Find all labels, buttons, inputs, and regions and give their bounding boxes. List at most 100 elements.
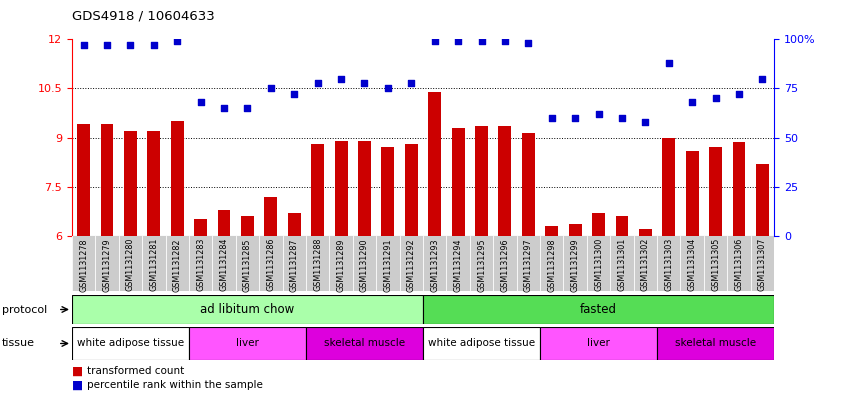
Bar [171, 121, 184, 236]
Text: GSM1131284: GSM1131284 [220, 238, 228, 291]
Text: GSM1131297: GSM1131297 [524, 238, 533, 292]
Bar [546, 226, 558, 236]
Bar [358, 141, 371, 236]
Bar [288, 213, 300, 236]
Point [428, 38, 442, 44]
Text: GSM1131302: GSM1131302 [641, 238, 650, 291]
Point [334, 75, 348, 82]
Point [452, 38, 465, 44]
Point [288, 91, 301, 97]
Point [170, 38, 184, 44]
Bar [72, 295, 423, 324]
Text: GSM1131280: GSM1131280 [126, 238, 135, 291]
Text: liver: liver [587, 338, 610, 349]
Bar [405, 144, 418, 236]
Point [264, 85, 277, 92]
Text: GSM1131305: GSM1131305 [711, 238, 720, 291]
Text: GSM1131301: GSM1131301 [618, 238, 626, 291]
Text: ■: ■ [72, 378, 83, 392]
Point [240, 105, 254, 111]
Bar [124, 131, 137, 236]
Point [755, 75, 769, 82]
Bar [709, 147, 722, 236]
Text: ad libitum chow: ad libitum chow [201, 303, 294, 316]
Text: GSM1131303: GSM1131303 [664, 238, 673, 291]
Text: GSM1131291: GSM1131291 [383, 238, 393, 292]
Bar [452, 128, 464, 236]
Point [662, 60, 675, 66]
Point [545, 115, 558, 121]
Text: fasted: fasted [580, 303, 617, 316]
Text: GSM1131287: GSM1131287 [290, 238, 299, 292]
Bar [616, 216, 629, 236]
Bar [540, 327, 657, 360]
Point [591, 111, 605, 117]
Bar [475, 126, 488, 236]
Bar [189, 327, 306, 360]
Bar [657, 327, 774, 360]
Point [498, 38, 512, 44]
Point [709, 95, 722, 101]
Text: GSM1131279: GSM1131279 [102, 238, 112, 292]
Bar [522, 133, 535, 236]
Text: GSM1131278: GSM1131278 [80, 238, 88, 292]
Bar [306, 327, 423, 360]
Text: GSM1131289: GSM1131289 [337, 238, 345, 292]
Bar [498, 126, 511, 236]
Text: GSM1131306: GSM1131306 [734, 238, 744, 291]
Bar [101, 125, 113, 236]
Bar [569, 224, 581, 236]
Bar [335, 141, 348, 236]
Bar [733, 143, 745, 236]
Text: protocol: protocol [2, 305, 47, 315]
Text: GSM1131299: GSM1131299 [571, 238, 580, 292]
Text: skeletal muscle: skeletal muscle [675, 338, 756, 349]
Point [358, 79, 371, 86]
Bar [639, 229, 651, 236]
Point [217, 105, 231, 111]
Point [521, 40, 536, 46]
Bar [423, 327, 540, 360]
Text: GSM1131293: GSM1131293 [431, 238, 439, 292]
Bar [686, 151, 699, 236]
Text: tissue: tissue [2, 338, 35, 349]
Point [311, 79, 325, 86]
Text: GDS4918 / 10604633: GDS4918 / 10604633 [72, 10, 215, 23]
Text: GSM1131286: GSM1131286 [266, 238, 275, 291]
Text: liver: liver [236, 338, 259, 349]
Bar [428, 92, 441, 236]
Text: white adipose tissue: white adipose tissue [428, 338, 535, 349]
Text: GSM1131307: GSM1131307 [758, 238, 766, 291]
Point [194, 99, 207, 105]
Text: transformed count: transformed count [87, 366, 184, 376]
Point [381, 85, 394, 92]
Bar [77, 125, 90, 236]
Text: GSM1131282: GSM1131282 [173, 238, 182, 292]
Point [404, 79, 418, 86]
Text: GSM1131295: GSM1131295 [477, 238, 486, 292]
Text: skeletal muscle: skeletal muscle [324, 338, 405, 349]
Text: GSM1131283: GSM1131283 [196, 238, 205, 291]
Text: GSM1131285: GSM1131285 [243, 238, 252, 292]
Text: GSM1131292: GSM1131292 [407, 238, 415, 292]
Text: percentile rank within the sample: percentile rank within the sample [87, 380, 263, 390]
Point [77, 42, 91, 48]
Point [569, 115, 582, 121]
Point [615, 115, 629, 121]
Bar [195, 219, 207, 236]
Text: GSM1131298: GSM1131298 [547, 238, 556, 292]
Bar [592, 213, 605, 236]
Text: white adipose tissue: white adipose tissue [77, 338, 184, 349]
Point [147, 42, 161, 48]
Bar [147, 131, 160, 236]
Point [639, 119, 652, 125]
Bar [662, 138, 675, 236]
Bar [311, 144, 324, 236]
Point [685, 99, 699, 105]
Text: GSM1131288: GSM1131288 [313, 238, 322, 291]
Point [475, 38, 488, 44]
Point [733, 91, 746, 97]
Bar [217, 209, 230, 236]
Bar [756, 164, 769, 236]
Bar [72, 327, 189, 360]
